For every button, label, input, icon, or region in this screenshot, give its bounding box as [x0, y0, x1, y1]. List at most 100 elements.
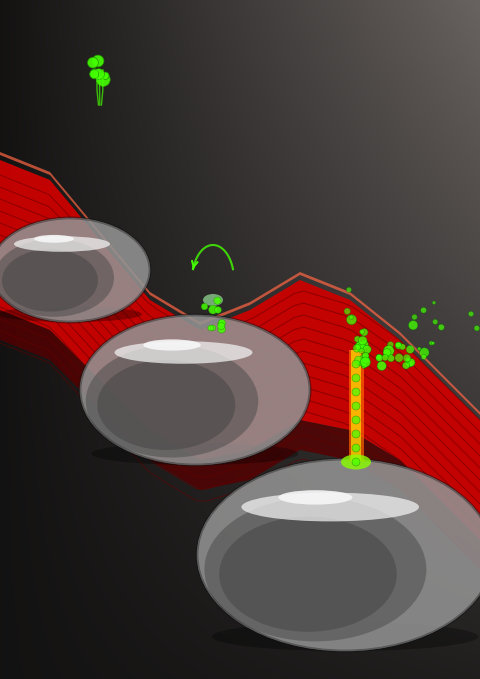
Ellipse shape: [92, 443, 299, 465]
Ellipse shape: [203, 294, 223, 306]
Circle shape: [359, 348, 364, 354]
Ellipse shape: [0, 218, 150, 322]
Circle shape: [376, 354, 382, 360]
Circle shape: [354, 356, 363, 365]
Circle shape: [421, 354, 426, 360]
Ellipse shape: [14, 236, 110, 252]
Circle shape: [356, 342, 362, 348]
Polygon shape: [0, 310, 480, 570]
Circle shape: [218, 325, 226, 333]
Circle shape: [352, 374, 360, 382]
Circle shape: [360, 357, 371, 367]
Circle shape: [362, 352, 369, 359]
Circle shape: [382, 354, 388, 361]
Ellipse shape: [2, 249, 98, 312]
Circle shape: [201, 304, 208, 310]
Circle shape: [399, 344, 406, 350]
Ellipse shape: [143, 340, 201, 350]
Circle shape: [474, 325, 480, 331]
Ellipse shape: [0, 239, 114, 317]
Circle shape: [360, 340, 369, 348]
Circle shape: [360, 329, 364, 334]
Circle shape: [438, 324, 444, 330]
Ellipse shape: [204, 498, 426, 642]
Circle shape: [406, 346, 414, 354]
Circle shape: [102, 72, 109, 79]
Circle shape: [358, 336, 367, 345]
Ellipse shape: [80, 315, 310, 465]
Polygon shape: [0, 160, 480, 540]
Circle shape: [432, 301, 436, 304]
Circle shape: [218, 319, 226, 327]
Circle shape: [90, 69, 100, 79]
Circle shape: [432, 319, 438, 325]
Circle shape: [420, 348, 429, 357]
Circle shape: [347, 314, 357, 325]
Circle shape: [215, 306, 221, 313]
Ellipse shape: [80, 315, 310, 465]
Circle shape: [429, 341, 433, 345]
Circle shape: [94, 69, 104, 79]
Circle shape: [387, 355, 395, 362]
Circle shape: [376, 354, 383, 361]
Circle shape: [406, 357, 410, 362]
Circle shape: [362, 356, 370, 363]
Circle shape: [354, 336, 360, 342]
Circle shape: [87, 57, 98, 68]
Ellipse shape: [278, 490, 352, 504]
Circle shape: [412, 314, 417, 320]
Circle shape: [208, 325, 214, 331]
Circle shape: [217, 323, 225, 329]
Circle shape: [352, 402, 360, 410]
Circle shape: [214, 297, 221, 304]
Circle shape: [360, 354, 367, 361]
Circle shape: [352, 430, 360, 438]
Ellipse shape: [219, 517, 397, 631]
Circle shape: [402, 362, 409, 369]
Circle shape: [210, 325, 216, 331]
Circle shape: [353, 344, 361, 352]
Ellipse shape: [0, 306, 142, 322]
Circle shape: [420, 308, 426, 313]
Circle shape: [218, 320, 225, 327]
Ellipse shape: [197, 459, 480, 651]
Circle shape: [349, 315, 353, 319]
Circle shape: [358, 362, 362, 366]
Bar: [349, 350, 364, 462]
Circle shape: [408, 320, 418, 330]
Circle shape: [384, 346, 394, 356]
Circle shape: [377, 361, 386, 371]
Ellipse shape: [0, 218, 150, 322]
Circle shape: [395, 354, 403, 362]
Circle shape: [432, 342, 435, 345]
Circle shape: [352, 458, 360, 466]
Circle shape: [363, 346, 371, 354]
Circle shape: [360, 344, 364, 348]
Ellipse shape: [115, 342, 252, 364]
Bar: [351, 350, 361, 462]
Circle shape: [387, 342, 394, 348]
Circle shape: [92, 55, 104, 67]
Ellipse shape: [212, 622, 478, 651]
Circle shape: [361, 363, 367, 369]
Ellipse shape: [197, 459, 480, 651]
Circle shape: [406, 361, 413, 367]
Circle shape: [352, 416, 360, 424]
Ellipse shape: [341, 454, 371, 469]
Circle shape: [360, 329, 368, 336]
Circle shape: [403, 354, 411, 362]
Circle shape: [90, 70, 99, 79]
Circle shape: [355, 342, 365, 351]
Ellipse shape: [97, 360, 235, 450]
Circle shape: [352, 360, 360, 368]
Polygon shape: [0, 152, 480, 415]
Circle shape: [395, 342, 402, 349]
Ellipse shape: [241, 492, 419, 521]
Circle shape: [352, 444, 360, 452]
Ellipse shape: [86, 345, 258, 458]
Circle shape: [396, 342, 401, 348]
Circle shape: [209, 306, 217, 314]
Circle shape: [383, 349, 391, 356]
Circle shape: [352, 388, 360, 396]
Circle shape: [468, 311, 474, 316]
